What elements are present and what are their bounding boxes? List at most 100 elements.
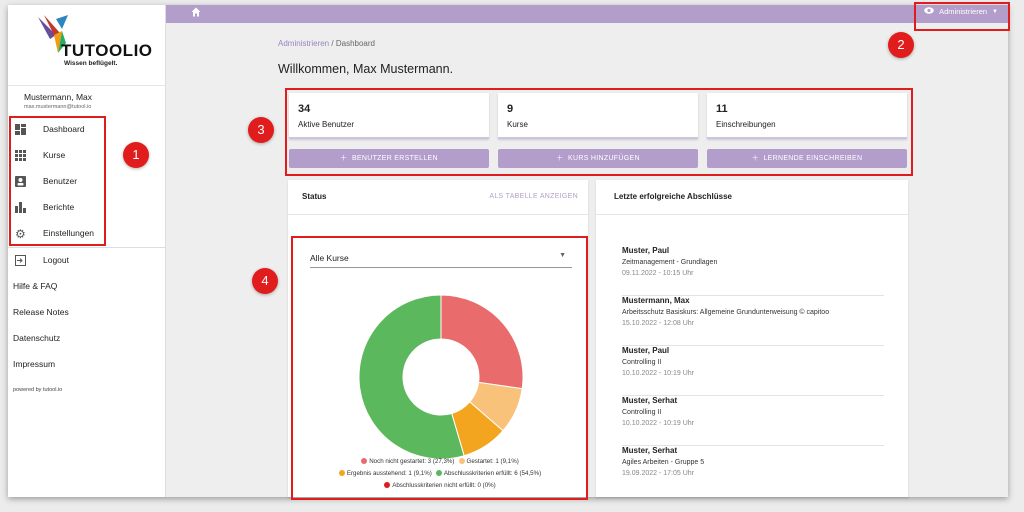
button-label: BENUTZER ERSTELLEN (351, 155, 438, 162)
course-name: Zeitmanagement - Grundlagen (622, 259, 718, 266)
top-bar: Administrieren ▼ (166, 5, 1008, 23)
stat-label: Einschreibungen (716, 120, 776, 129)
link-impressum[interactable]: Impressum (8, 351, 166, 377)
bar-chart-icon (15, 202, 27, 214)
recent-completions-panel: Letzte erfolgreiche Abschlüsse (596, 180, 908, 497)
sidebar-nav: Dashboard Kurse Benutzer Berichte (8, 117, 166, 377)
legend-label: Noch nicht gestartet: 3 (27,3%) (369, 458, 455, 465)
breadcrumb: Administrieren / Dashboard (278, 39, 375, 48)
show-as-table-link[interactable]: ALS TABELLE ANZEIGEN (489, 193, 578, 200)
legend-label: Gestartet: 1 (9,1%) (466, 458, 519, 465)
learner-name: Mustermann, Max (622, 296, 690, 305)
link-label: Hilfe & FAQ (13, 281, 58, 291)
breadcrumb-separator: / (331, 39, 334, 48)
list-item: Muster, Paul Controlling II 10.10.2022 -… (622, 346, 884, 396)
breadcrumb-link[interactable]: Administrieren (278, 39, 330, 48)
chart-legend: Noch nicht gestartet: 3 (27,3%) Gestartet… (296, 456, 584, 492)
legend-item-2[interactable]: Ergebnis ausstehend: 1 (9,1%) (338, 468, 432, 480)
link-label: Impressum (13, 359, 56, 369)
course-name: Controlling II (622, 359, 662, 366)
hummingbird-logo-icon (38, 15, 68, 53)
status-donut-chart (358, 294, 524, 460)
stat-value: 9 (507, 103, 514, 115)
sidebar-item-label: Kurse (43, 150, 66, 160)
sidebar-item-label: Berichte (43, 202, 75, 212)
user-card-icon (15, 176, 27, 188)
learner-name: Muster, Paul (622, 246, 670, 255)
link-label: Release Notes (13, 307, 69, 317)
status-chart-card: Alle Kurse ▼ Noch nicht gestartet: 3 (27… (296, 239, 584, 497)
completion-date: 10.10.2022 - 10:19 Uhr (622, 420, 694, 427)
highlight-box-nav (9, 116, 106, 246)
link-help-faq[interactable]: Hilfe & FAQ (8, 273, 166, 299)
breadcrumb-current: Dashboard (335, 39, 375, 48)
link-release-notes[interactable]: Release Notes (8, 299, 166, 325)
link-datenschutz[interactable]: Datenschutz (8, 325, 166, 351)
list-item: Muster, Paul Zeitmanagement - Grundlagen… (622, 246, 884, 296)
donut-slice-3[interactable] (358, 294, 465, 460)
powered-by: powered by tutool.io (13, 387, 63, 393)
stat-label: Aktive Benutzer (298, 120, 355, 129)
caret-down-icon: ▼ (559, 252, 566, 259)
list-item: Muster, Serhat Controlling II 10.10.2022… (622, 396, 884, 446)
completion-date: 09.11.2022 - 10:15 Uhr (622, 270, 694, 277)
admin-menu-label: Administrieren (939, 7, 988, 16)
learner-name: Muster, Serhat (622, 396, 678, 405)
completion-date: 19.09.2022 - 17:05 Uhr (622, 470, 694, 477)
callout-badge: 1 (123, 142, 149, 168)
legend-swatch (384, 482, 391, 488)
course-name: Arbeitsschutz Basiskurs: Allgemeine Grun… (622, 309, 830, 316)
legend-item-4[interactable]: Abschlusskriterien nicht erfüllt: 0 (0%) (384, 480, 496, 492)
admin-menu-button[interactable]: Administrieren ▼ (924, 7, 998, 16)
user-name: Mustermann, Max (24, 92, 93, 102)
stat-card-courses: 9 Kurse (498, 93, 698, 139)
callout-badge: 2 (888, 32, 914, 58)
select-value: Alle Kurse (310, 253, 349, 263)
donut-slice-0[interactable] (440, 294, 524, 390)
sidebar-item-einstellungen[interactable]: ⚙ Einstellungen (8, 221, 166, 247)
completion-date: 10.10.2022 - 10:19 Uhr (622, 370, 694, 377)
highlight-box-admin (914, 2, 1010, 31)
plus-icon: ＋ (556, 155, 564, 162)
create-user-button[interactable]: ＋ BENUTZER ERSTELLEN (289, 149, 489, 168)
sidebar: TUTOOLIO Wissen beflügelt. Mustermann, M… (8, 5, 166, 497)
list-item: Muster, Serhat Agiles Arbeiten - Gruppe … (622, 446, 884, 496)
user-email: max.mustermann@tutool.io (24, 104, 92, 110)
legend-swatch (458, 458, 465, 464)
gear-icon: ⚙ (15, 227, 26, 241)
button-label: KURS HINZUFÜGEN (568, 155, 640, 162)
legend-swatch (435, 470, 442, 476)
brand-tagline: Wissen beflügelt. (64, 60, 118, 67)
learner-name: Muster, Serhat (622, 446, 678, 455)
sidebar-item-logout[interactable]: Logout (8, 247, 166, 273)
legend-label: Abschlusskriterien nicht erfüllt: 0 (0%) (392, 482, 496, 489)
callout-badge: 4 (252, 268, 278, 294)
stat-card-enrollments: 11 Einschreibungen (707, 93, 907, 139)
course-name: Agiles Arbeiten - Gruppe 5 (622, 459, 705, 466)
list-item: Mustermann, Max Arbeitsschutz Basiskurs:… (622, 296, 884, 346)
logout-icon (15, 255, 27, 267)
sidebar-item-dashboard[interactable]: Dashboard (8, 117, 166, 143)
legend-label: Abschlusskriterien erfüllt: 6 (54,5%) (443, 470, 542, 477)
sidebar-item-kurse[interactable]: Kurse (8, 143, 166, 169)
home-icon[interactable] (191, 7, 201, 20)
stat-label: Kurse (507, 120, 528, 129)
sidebar-item-berichte[interactable]: Berichte (8, 195, 166, 221)
divider (596, 214, 908, 215)
course-name: Controlling II (622, 409, 662, 416)
legend-item-3[interactable]: Abschlusskriterien erfüllt: 6 (54,5%) (435, 468, 542, 480)
legend-item-1[interactable]: Gestartet: 1 (9,1%) (458, 456, 519, 468)
learner-name: Muster, Paul (622, 346, 670, 355)
dashboard-icon (15, 124, 27, 136)
enroll-learners-button[interactable]: ＋ LERNENDE EINSCHREIBEN (707, 149, 907, 168)
brand-name: TUTOOLIO (61, 41, 153, 60)
stat-card-users: 34 Aktive Benutzer (289, 93, 489, 139)
eye-icon (924, 7, 934, 16)
add-course-button[interactable]: ＋ KURS HINZUFÜGEN (498, 149, 698, 168)
legend-item-0[interactable]: Noch nicht gestartet: 3 (27,3%) (361, 456, 455, 468)
course-filter-select[interactable]: Alle Kurse ▼ (310, 250, 572, 268)
logo[interactable] (28, 13, 148, 79)
legend-swatch (338, 470, 345, 476)
sidebar-item-benutzer[interactable]: Benutzer (8, 169, 166, 195)
sidebar-item-label: Einstellungen (43, 228, 95, 238)
